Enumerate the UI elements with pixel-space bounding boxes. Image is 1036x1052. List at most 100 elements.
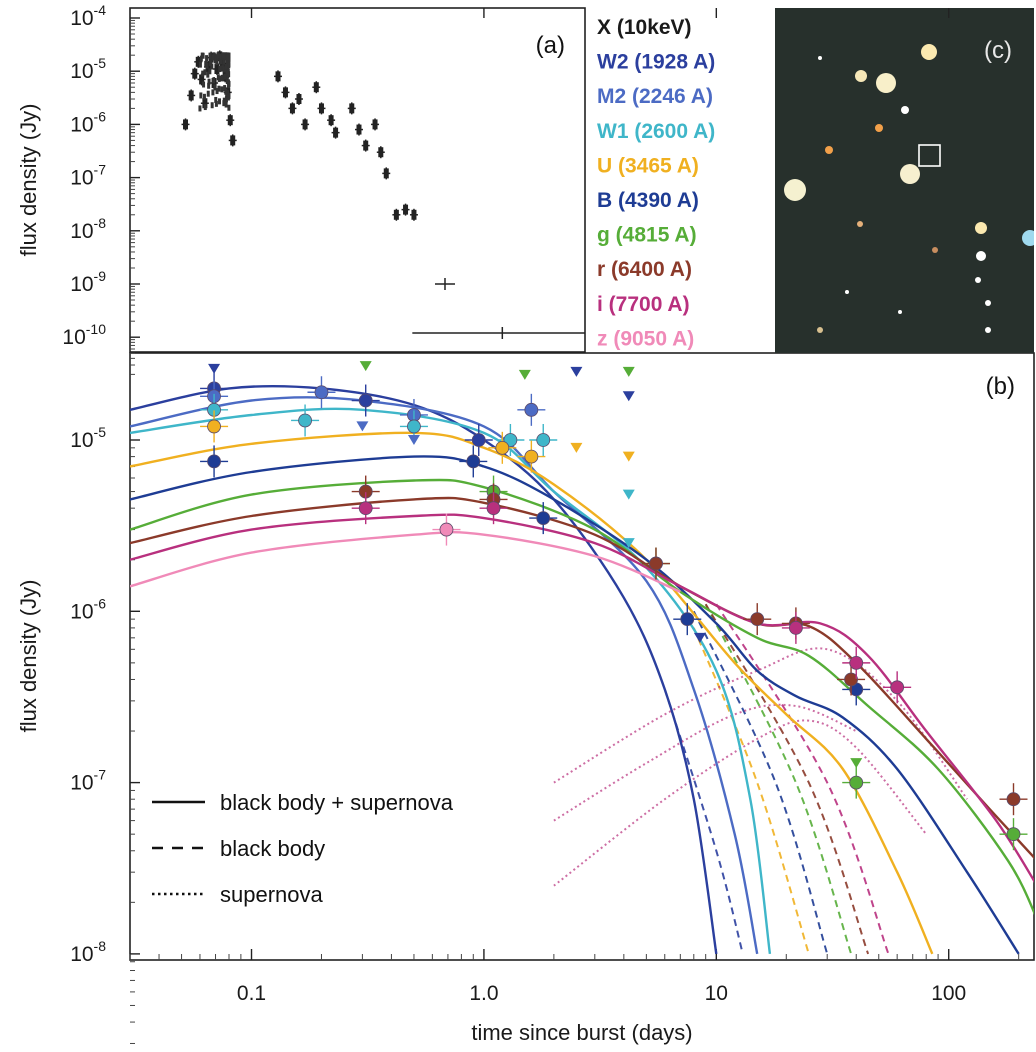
legend-band-2: M2 (2246 A) [597, 85, 713, 108]
xray-point [313, 82, 319, 93]
star [921, 44, 937, 60]
legend-band-7: r (6400 A) [597, 258, 692, 281]
upper-limit-marker [622, 366, 635, 377]
legend-band-1: W2 (1928 A) [597, 51, 715, 74]
data-point [486, 501, 501, 516]
upper-limit-marker [356, 421, 369, 432]
star [975, 277, 981, 283]
xray-point [282, 87, 288, 98]
xray-point [224, 63, 228, 70]
data-point [844, 672, 858, 687]
xray-point [224, 96, 228, 103]
panel-a-y-tick-label: 10-4 [70, 2, 106, 30]
xray-point [213, 57, 217, 64]
data-point [849, 655, 864, 670]
legend-label-blackbody: black body [220, 836, 325, 861]
supernova-curve [553, 719, 927, 887]
star [845, 290, 849, 294]
xray-point [222, 66, 226, 73]
panel-a-y-tick-exponent: -7 [94, 162, 107, 178]
xray-point [183, 119, 189, 130]
data-point [207, 454, 221, 469]
panel-a-y-tick-label: 10-9 [70, 268, 106, 296]
star [900, 164, 920, 184]
xray-point [213, 84, 217, 91]
xray-point [216, 52, 220, 59]
star [784, 179, 806, 201]
panel-label-a: (a) [536, 32, 565, 59]
xray-point [205, 62, 209, 69]
xray-point [206, 90, 210, 97]
panel-a-y-tick-exponent: -10 [86, 321, 106, 337]
upper-limit-marker [622, 538, 635, 549]
x-axis-title: time since burst (days) [471, 1020, 692, 1045]
xray-point [393, 209, 399, 220]
supernova-curve [553, 647, 968, 800]
xray-point [227, 62, 231, 69]
legend-band-3: W1 (2600 A) [597, 120, 715, 143]
xray-point [199, 55, 203, 62]
data-point [890, 680, 905, 695]
panel-b: 10-5 10-6 10-7 10-8 0.1 1.0 10 100 [70, 361, 1034, 1044]
xray-point [199, 92, 203, 99]
xray-point [207, 78, 211, 85]
xray-point [226, 90, 230, 97]
panel-a-plot-area [181, 50, 585, 339]
data-point [1006, 827, 1021, 842]
model-curve [130, 407, 772, 955]
data-point [466, 454, 481, 469]
xray-point [225, 67, 229, 74]
panel-b-plot-area [130, 361, 1034, 955]
legend-label-blackbody-supernova: black body + supernova [220, 790, 454, 815]
data-point [649, 556, 663, 571]
panel-b-y-tick-exponent: -5 [94, 424, 107, 440]
panel-b-y-tick-label: 10-7 [70, 767, 106, 795]
panel-a-y-tick-label: 10-5 [70, 55, 106, 83]
xray-point [192, 68, 198, 79]
star [1022, 230, 1034, 246]
xray-point [223, 85, 227, 92]
star [901, 106, 909, 114]
xray-point [211, 54, 215, 61]
x-tick-label: 100 [931, 982, 966, 1005]
xray-point [207, 82, 211, 89]
data-point [788, 621, 803, 635]
upper-limit-marker [622, 391, 635, 402]
model-curve [130, 455, 1020, 955]
xray-point [223, 53, 227, 60]
xray-point [203, 104, 207, 111]
xray-point [202, 93, 206, 100]
xray-point [226, 79, 230, 86]
legend-band-5: B (4390 A) [597, 189, 699, 212]
xray-point [224, 88, 228, 95]
xray-point [208, 53, 212, 60]
panel-b-y-tick-label: 10-5 [70, 424, 106, 452]
xray-point [220, 86, 224, 93]
star [932, 247, 938, 253]
xray-point [188, 90, 194, 101]
star [976, 251, 986, 261]
xray-point [209, 56, 213, 63]
data-point [407, 419, 421, 434]
data-point [750, 612, 765, 627]
xray-point [217, 75, 221, 82]
xray-point [333, 127, 339, 138]
xray-point [230, 135, 236, 146]
xray-point [202, 98, 208, 109]
data-point [536, 511, 551, 526]
panel-a-y-axis-title: flux density (Jy) [16, 104, 41, 257]
xray-point [226, 72, 230, 79]
star [985, 327, 991, 333]
panel-a-y-tick-exponent: -5 [94, 55, 107, 71]
star [857, 221, 863, 227]
blackbody-curve [704, 603, 853, 955]
legend-label-supernova: supernova [220, 882, 324, 907]
star [818, 56, 822, 60]
model-curve [130, 478, 1034, 916]
panel-b-y-tick-exponent: -6 [94, 595, 107, 611]
panel-b-y-tick-exponent: -7 [94, 767, 107, 783]
xray-point [219, 58, 223, 65]
legend-band-0: X (10keV) [597, 16, 692, 39]
xray-point [201, 70, 205, 77]
xray-point [226, 94, 230, 101]
